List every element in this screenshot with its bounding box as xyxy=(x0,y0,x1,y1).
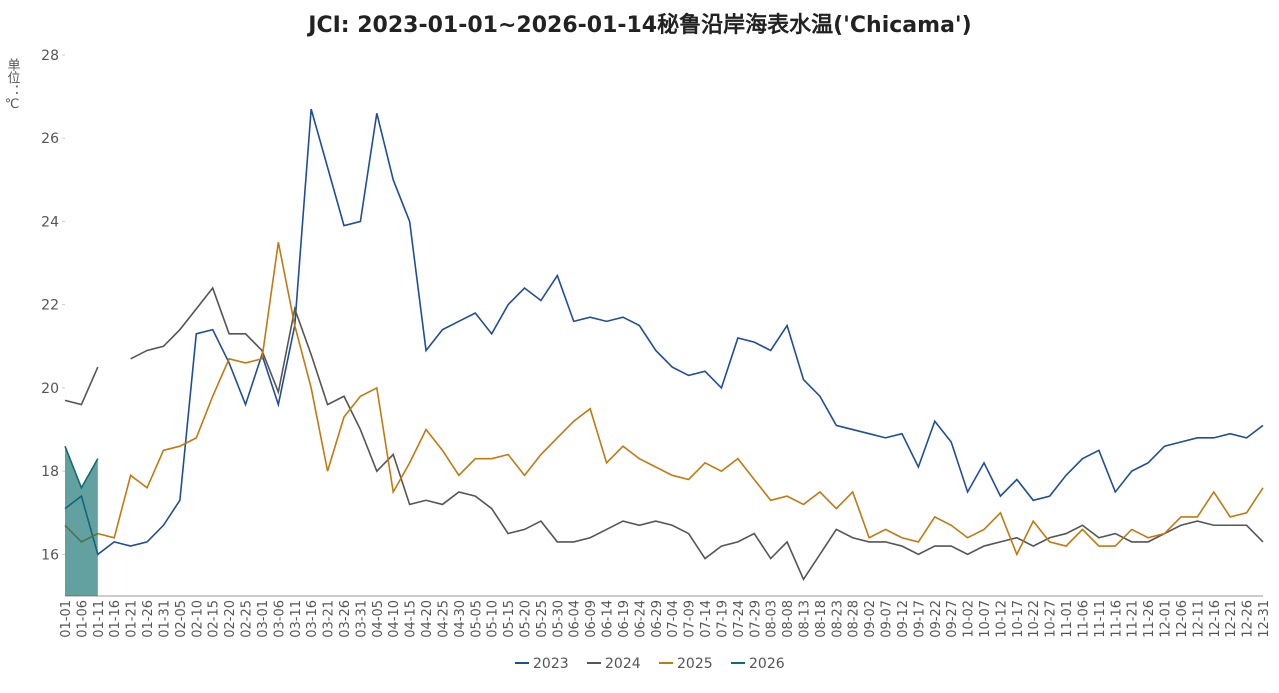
x-tick-label: 05-20 xyxy=(519,600,534,638)
x-tick-label: 02-10 xyxy=(190,600,205,638)
x-tick-label: 08-13 xyxy=(797,600,812,638)
x-tick-label: 10-02 xyxy=(962,600,977,638)
y-tick-label: 18 xyxy=(41,464,59,480)
x-tick-label: 09-12 xyxy=(896,600,911,638)
legend-label: 2023 xyxy=(533,656,569,672)
x-tick-label: 10-17 xyxy=(1011,600,1026,638)
x-tick-label: 04-25 xyxy=(436,600,451,638)
legend-label: 2026 xyxy=(749,656,785,672)
x-tick-label: 07-29 xyxy=(748,600,763,638)
x-tick-label: 08-28 xyxy=(847,600,862,638)
x-tick-label: 10-22 xyxy=(1027,600,1042,638)
x-tick-label: 04-05 xyxy=(371,600,386,638)
x-tick-label: 02-15 xyxy=(207,600,222,638)
x-tick-label: 08-18 xyxy=(814,600,829,638)
x-tick-label: 03-31 xyxy=(354,600,369,638)
x-tick-label: 10-12 xyxy=(994,600,1009,638)
legend-label: 2024 xyxy=(605,656,641,672)
x-tick-label: 11-21 xyxy=(1126,600,1141,638)
x-tick-label: 09-07 xyxy=(880,600,895,638)
y-tick-label: 26 xyxy=(41,131,59,147)
x-tick-label: 04-15 xyxy=(404,600,419,638)
series-line xyxy=(64,108,1264,556)
x-tick-label: 05-25 xyxy=(535,600,550,638)
x-tick-label: 06-09 xyxy=(584,600,599,638)
x-tick-label: 11-06 xyxy=(1076,600,1091,638)
x-tick-label: 12-21 xyxy=(1224,600,1239,638)
y-tick-label: 20 xyxy=(41,381,59,397)
x-tick-label: 07-14 xyxy=(699,600,714,638)
x-tick-label: 02-25 xyxy=(240,600,255,638)
x-tick-label: 01-31 xyxy=(157,600,172,638)
x-tick-label: 03-11 xyxy=(289,600,304,638)
x-tick-label: 04-10 xyxy=(387,600,402,638)
x-tick-label: 06-19 xyxy=(617,600,632,638)
x-tick-label: 11-01 xyxy=(1060,600,1075,638)
series-line xyxy=(64,445,99,490)
x-tick-label: 05-15 xyxy=(502,600,517,638)
x-tick-label: 12-06 xyxy=(1175,600,1190,638)
x-tick-label: 01-21 xyxy=(125,600,140,638)
x-tick-label: 02-20 xyxy=(223,600,238,638)
y-axis-label: 单位：℃ xyxy=(5,58,21,112)
x-tick-label: 05-05 xyxy=(469,600,484,638)
x-tick-label: 04-20 xyxy=(420,600,435,638)
x-tick-label: 07-19 xyxy=(715,600,730,638)
series-area xyxy=(65,446,98,596)
x-tick-label: 11-16 xyxy=(1109,600,1124,638)
x-tick-label: 06-24 xyxy=(633,600,648,638)
y-tick-label: 28 xyxy=(41,48,59,64)
x-tick-label: 09-27 xyxy=(945,600,960,638)
x-tick-label: 08-08 xyxy=(781,600,796,638)
x-tick-label: 01-16 xyxy=(108,600,123,638)
x-tick-label: 06-14 xyxy=(601,600,616,638)
series-line xyxy=(64,286,1264,582)
x-tick-label: 06-04 xyxy=(568,600,583,638)
x-tick-label: 09-22 xyxy=(929,600,944,638)
x-tick-label: 12-16 xyxy=(1208,600,1223,638)
x-tick-label: 03-01 xyxy=(256,600,271,638)
chart-title: JCI: 2023-01-01~2026-01-14秘鲁沿岸海表水温('Chic… xyxy=(306,12,971,38)
y-tick-label: 24 xyxy=(41,214,59,230)
series-line xyxy=(64,242,1264,557)
x-tick-label: 07-09 xyxy=(683,600,698,638)
x-tick-label: 03-26 xyxy=(338,600,353,638)
x-tick-label: 09-17 xyxy=(912,600,927,638)
x-tick-label: 07-24 xyxy=(732,600,747,638)
x-tick-label: 06-29 xyxy=(650,600,665,638)
x-tick-label: 12-01 xyxy=(1159,600,1174,638)
y-tick-label: 22 xyxy=(41,298,59,314)
x-tick-label: 10-27 xyxy=(1044,600,1059,638)
x-tick-label: 01-06 xyxy=(75,600,90,638)
x-tick-label: 01-01 xyxy=(59,600,74,638)
x-tick-label: 08-23 xyxy=(830,600,845,638)
x-tick-label: 09-02 xyxy=(863,600,878,638)
x-tick-label: 05-10 xyxy=(486,600,501,638)
x-tick-label: 11-11 xyxy=(1093,600,1108,638)
x-tick-label: 12-11 xyxy=(1191,600,1206,638)
x-tick-label: 02-05 xyxy=(174,600,189,638)
x-tick-label: 10-07 xyxy=(978,600,993,638)
x-tick-label: 01-11 xyxy=(92,600,107,638)
x-tick-label: 11-26 xyxy=(1142,600,1157,638)
x-tick-label: 03-06 xyxy=(272,600,287,638)
x-tick-label: 12-31 xyxy=(1257,600,1272,638)
y-tick-label: 16 xyxy=(41,547,59,563)
x-tick-label: 07-04 xyxy=(666,600,681,638)
x-tick-label: 01-26 xyxy=(141,600,156,638)
x-tick-label: 05-30 xyxy=(551,600,566,638)
x-tick-label: 04-30 xyxy=(453,600,468,638)
x-tick-label: 12-26 xyxy=(1241,600,1256,638)
x-tick-label: 08-03 xyxy=(765,600,780,638)
legend-label: 2025 xyxy=(677,656,713,672)
x-tick-label: 03-21 xyxy=(322,600,337,638)
x-tick-label: 03-16 xyxy=(305,600,320,638)
